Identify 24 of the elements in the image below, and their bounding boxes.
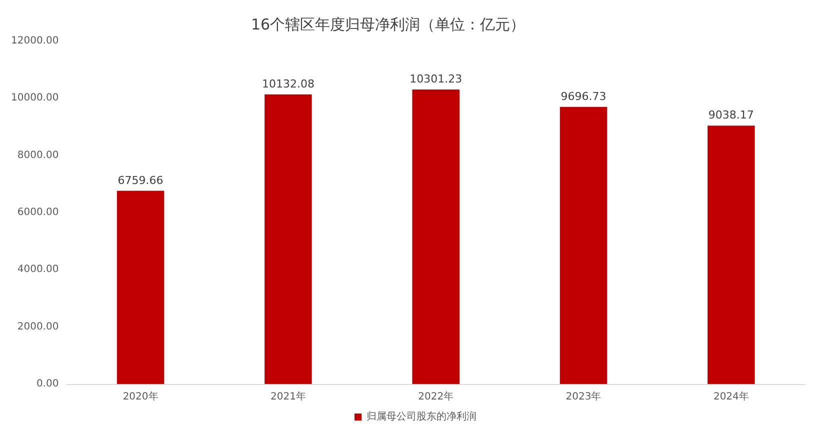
y-tick-label: 10000.00 [10,92,59,104]
y-tick-label: 6000.00 [17,207,59,218]
x-tick-label: 2022年 [418,390,454,402]
chart-title: 16个辖区年度归母净利润（单位：亿元） [250,16,526,34]
bar [264,94,312,384]
data-label: 10132.08 [262,77,314,90]
x-tick-label: 2021年 [270,390,306,402]
bar [560,106,608,384]
data-label: 9038.17 [708,108,754,122]
y-tick-label: 0.00 [36,378,59,390]
y-tick-label: 12000.00 [10,36,59,46]
data-label: 9696.73 [560,90,606,103]
bar [116,190,164,384]
legend-label: 归属母公司股东的净利润 [366,410,476,422]
x-tick-label: 2023年 [566,390,602,402]
y-tick-label: 4000.00 [17,264,59,276]
y-tick-label: 8000.00 [17,150,59,161]
y-tick-label: 2000.00 [17,321,59,332]
x-tick-label: 2020年 [122,390,158,402]
data-label: 10301.23 [410,72,462,86]
data-label: 6759.66 [118,174,164,187]
bar [708,126,755,384]
bar [412,90,460,384]
x-tick-label: 2024年 [713,390,749,402]
